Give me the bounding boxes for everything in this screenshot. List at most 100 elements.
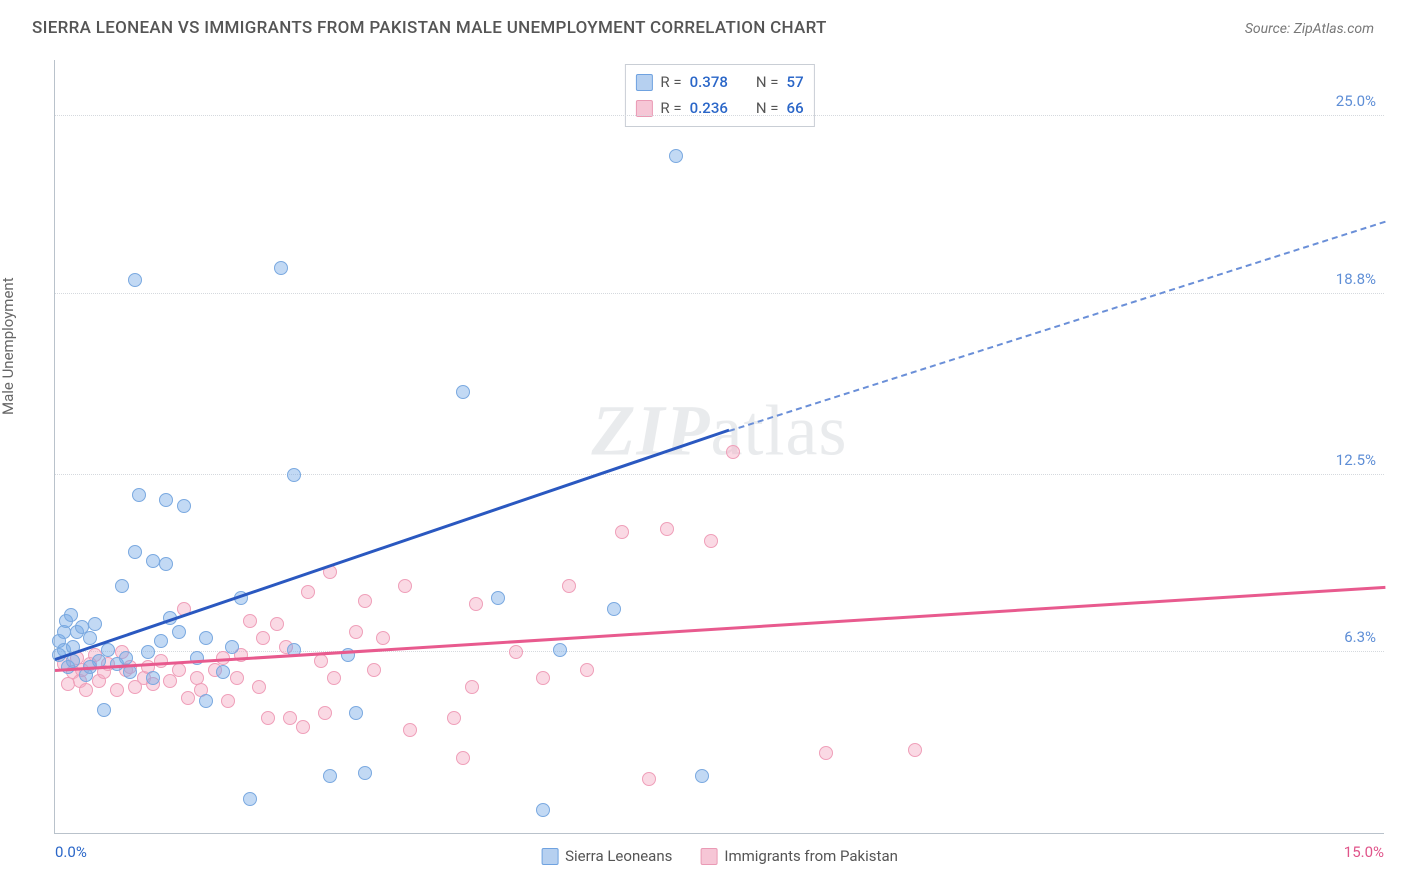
data-point bbox=[123, 665, 137, 679]
data-point bbox=[83, 657, 97, 671]
data-point bbox=[146, 671, 160, 685]
data-point bbox=[509, 645, 523, 659]
data-point bbox=[97, 665, 111, 679]
legend-swatch bbox=[635, 74, 652, 91]
data-point bbox=[270, 617, 284, 631]
data-point bbox=[341, 648, 355, 662]
data-point bbox=[323, 769, 337, 783]
r-label: R = bbox=[660, 96, 681, 122]
data-point bbox=[75, 663, 89, 677]
data-point bbox=[132, 488, 146, 502]
data-point bbox=[137, 671, 151, 685]
data-point bbox=[314, 654, 328, 668]
data-point bbox=[323, 565, 337, 579]
data-point bbox=[79, 683, 93, 697]
data-point bbox=[216, 665, 230, 679]
data-point bbox=[243, 792, 257, 806]
data-point bbox=[163, 674, 177, 688]
data-point bbox=[358, 594, 372, 608]
watermark-atlas: atlas bbox=[711, 391, 848, 471]
y-tick-label: 6.3% bbox=[1344, 628, 1376, 646]
data-point bbox=[172, 625, 186, 639]
data-point bbox=[358, 766, 372, 780]
data-point bbox=[562, 579, 576, 593]
data-point bbox=[580, 663, 594, 677]
data-point bbox=[110, 683, 124, 697]
y-tick-label: 25.0% bbox=[1336, 92, 1376, 110]
data-point bbox=[819, 746, 833, 760]
gridline bbox=[55, 651, 1384, 652]
stats-legend-row: R =0.378N =57 bbox=[635, 70, 803, 96]
data-point bbox=[79, 668, 93, 682]
data-point bbox=[92, 654, 106, 668]
x-axis-min: 0.0% bbox=[55, 843, 87, 861]
stats-legend: R =0.378N =57R =0.236N =66 bbox=[624, 64, 814, 127]
data-point bbox=[88, 648, 102, 662]
data-point bbox=[70, 625, 84, 639]
data-point bbox=[101, 643, 115, 657]
data-point bbox=[274, 261, 288, 275]
data-point bbox=[234, 591, 248, 605]
chart-container: SIERRA LEONEAN VS IMMIGRANTS FROM PAKIST… bbox=[0, 0, 1406, 892]
plot-area: ZIPatlas R =0.378N =57R =0.236N =66 Sier… bbox=[54, 60, 1384, 834]
data-point bbox=[456, 385, 470, 399]
data-point bbox=[287, 643, 301, 657]
data-point bbox=[141, 660, 155, 674]
data-point bbox=[119, 651, 133, 665]
data-point bbox=[536, 671, 550, 685]
legend-swatch bbox=[700, 848, 717, 865]
legend-label: Sierra Leoneans bbox=[565, 847, 672, 865]
data-point bbox=[190, 671, 204, 685]
data-point bbox=[154, 634, 168, 648]
data-point bbox=[146, 554, 160, 568]
data-point bbox=[456, 751, 470, 765]
data-point bbox=[88, 617, 102, 631]
data-point bbox=[327, 671, 341, 685]
data-point bbox=[256, 631, 270, 645]
trend-line bbox=[55, 586, 1385, 672]
y-axis-label: Male Unemployment bbox=[0, 277, 17, 415]
data-point bbox=[66, 654, 80, 668]
data-point bbox=[177, 499, 191, 513]
data-point bbox=[177, 602, 191, 616]
n-value: 66 bbox=[787, 96, 804, 122]
data-point bbox=[301, 585, 315, 599]
stats-legend-row: R = 0.236 N = 66 bbox=[635, 96, 803, 122]
data-point bbox=[376, 631, 390, 645]
y-tick-label: 18.8% bbox=[1336, 270, 1376, 288]
data-point bbox=[128, 680, 142, 694]
data-point bbox=[110, 657, 124, 671]
data-point bbox=[296, 720, 310, 734]
data-point bbox=[159, 493, 173, 507]
data-point bbox=[119, 663, 133, 677]
watermark-zip: ZIP bbox=[592, 391, 711, 471]
data-point bbox=[536, 803, 550, 817]
trend-line bbox=[729, 220, 1386, 431]
data-point bbox=[75, 620, 89, 634]
r-value: 0.236 bbox=[690, 96, 728, 122]
r-label: R = bbox=[660, 70, 681, 96]
data-point bbox=[491, 591, 505, 605]
series-legend: Sierra LeoneansImmigrants from Pakistan bbox=[541, 847, 898, 865]
data-point bbox=[726, 445, 740, 459]
data-point bbox=[61, 677, 75, 691]
data-point bbox=[465, 680, 479, 694]
chart-header: SIERRA LEONEAN VS IMMIGRANTS FROM PAKIST… bbox=[32, 18, 1374, 38]
data-point bbox=[70, 651, 84, 665]
x-axis-max: 15.0% bbox=[1344, 843, 1384, 861]
data-point bbox=[216, 651, 230, 665]
n-value: 57 bbox=[787, 70, 804, 96]
trend-line bbox=[55, 429, 730, 661]
data-point bbox=[163, 611, 177, 625]
data-point bbox=[642, 772, 656, 786]
n-label: N = bbox=[756, 96, 779, 122]
data-point bbox=[115, 645, 129, 659]
n-label: N = bbox=[756, 70, 779, 96]
data-point bbox=[403, 723, 417, 737]
legend-swatch bbox=[541, 848, 558, 865]
data-point bbox=[123, 660, 137, 674]
data-point bbox=[704, 534, 718, 548]
data-point bbox=[73, 674, 87, 688]
legend-swatch bbox=[635, 100, 652, 117]
data-point bbox=[172, 663, 186, 677]
